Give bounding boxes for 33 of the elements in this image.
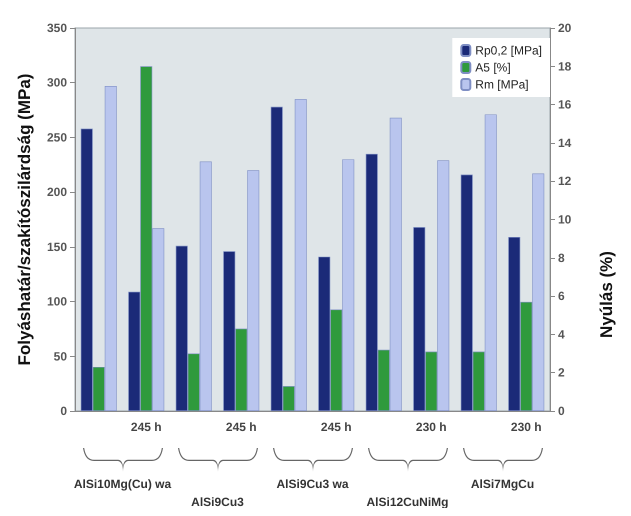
y2-tick-label: 12: [558, 174, 572, 188]
text: AlSi9Cu3 wa: [276, 477, 349, 491]
y2-tick-label: 16: [558, 98, 572, 112]
y2-tick-label: 10: [558, 212, 572, 226]
y-tick-label: 250: [46, 130, 68, 144]
y2-tick-label: 14: [558, 136, 572, 150]
y-tick-label: 200: [46, 185, 68, 200]
text: AlSi7MgCu: [470, 477, 534, 491]
x-tick-label: 230 h: [416, 420, 447, 434]
legend-label: A5 [%]: [475, 60, 511, 74]
y-tick-label: 300: [46, 76, 68, 90]
y2-tick-label: 4: [558, 327, 565, 342]
y2-tick-label: 6: [558, 289, 565, 304]
y-tick-label: 50: [54, 349, 68, 364]
y-tick-label: 150: [46, 240, 68, 254]
legend-label: Rp0,2 [MPa]: [475, 44, 542, 58]
text: AlSi9Cu3: [191, 495, 244, 509]
legend-label: Rm [MPa]: [475, 78, 529, 92]
y2-tick-label: 20: [558, 21, 572, 35]
y-tick-label: 350: [46, 21, 68, 35]
y2-tick-label: 0: [558, 404, 565, 418]
y-tick-label: 0: [60, 404, 68, 418]
y2-axis-title: Nyúlás (%): [597, 251, 616, 338]
x-tick-label: 245 h: [320, 420, 352, 434]
y-axis-title: Folyáshatár/szakítószilárdság (MPa): [15, 74, 34, 366]
y2-tick-label: 18: [558, 59, 572, 74]
x-tick-label: 230 h: [510, 420, 542, 434]
y-tick-label: 100: [46, 294, 68, 309]
x-tick-label: 245 h: [226, 420, 257, 434]
text: AlSi10Mg(Cu) wa: [74, 477, 172, 491]
y2-tick-label: 8: [558, 250, 565, 265]
x-tick-label: 245 h: [130, 420, 162, 434]
y2-tick-label: 2: [558, 366, 565, 380]
